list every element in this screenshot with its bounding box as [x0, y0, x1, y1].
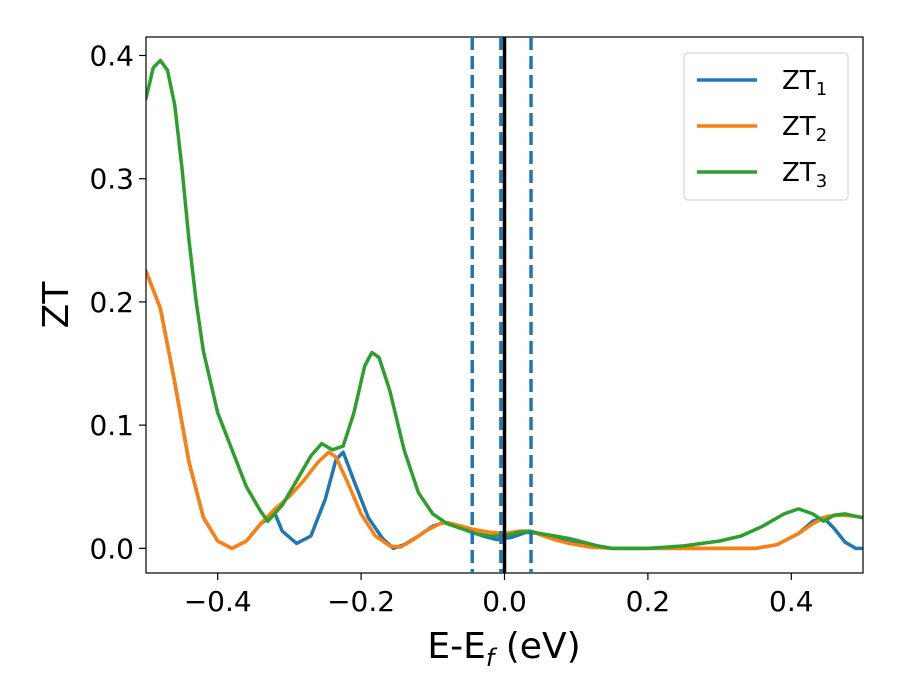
y-tick-label: 0.1 — [89, 409, 134, 442]
legend-label: ZT2 — [782, 112, 827, 146]
plot-area — [145, 36, 864, 574]
x-tick-label: 0.0 — [482, 585, 527, 618]
x-tick-label: 0.4 — [769, 585, 814, 618]
x-axis: −0.4 −0.2 0.0 0.2 0.4 — [184, 573, 814, 618]
y-tick-label: 0.4 — [89, 39, 134, 72]
series-line-3 — [146, 58, 863, 551]
y-tick-label: 0.2 — [89, 286, 134, 319]
legend: ZT1 ZT2 ZT3 — [683, 52, 849, 201]
legend-entry-1: ZT1 — [697, 66, 827, 100]
y-tick-label: 0.0 — [89, 532, 134, 565]
x-tick-label: −0.4 — [184, 585, 252, 618]
x-tick-label: −0.2 — [327, 585, 395, 618]
y-axis: 0.0 0.1 0.2 0.3 0.4 — [89, 39, 146, 565]
legend-entry-3: ZT3 — [697, 158, 827, 192]
legend-label: ZT1 — [782, 66, 827, 100]
legend-entry-2: ZT2 — [697, 112, 827, 146]
legend-box — [683, 52, 849, 201]
legend-label: ZT3 — [782, 158, 827, 192]
x-tick-label: 0.2 — [626, 585, 671, 618]
y-tick-label: 0.3 — [89, 163, 134, 196]
x-axis-title: E-Ef (eV) — [427, 626, 580, 672]
y-axis-title: ZT — [36, 281, 77, 329]
